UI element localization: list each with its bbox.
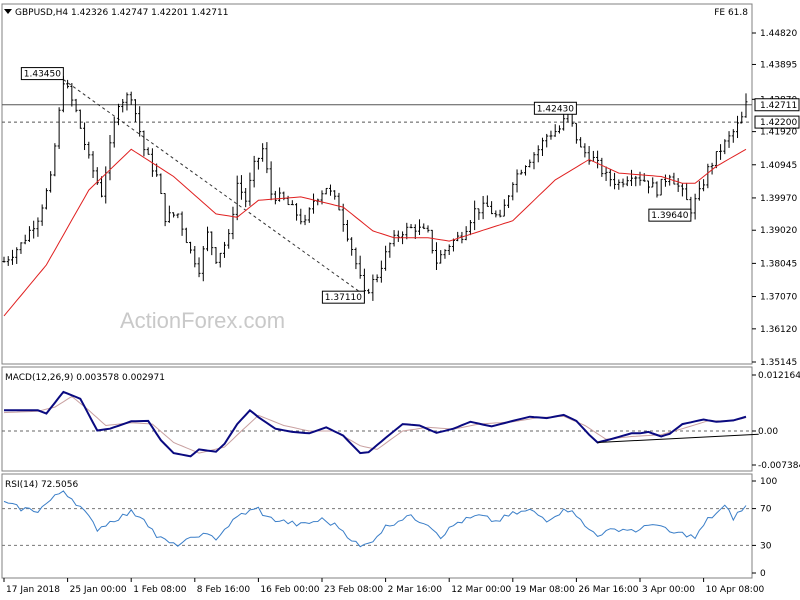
rsi-label: RSI(14) 72.5056 — [5, 480, 78, 490]
rsi-tick-label: 70 — [760, 505, 772, 515]
price-tick-label: 1.44820 — [760, 29, 797, 39]
price-chart: 1.43450 1.37110 1.42430 1.39640 — [2, 67, 752, 317]
rsi-line — [3, 490, 747, 548]
time-tick-label: 19 Mar 08:00 — [515, 585, 575, 595]
macd-tick-label: -0.007384 — [758, 461, 800, 471]
rsi-tick-label: 100 — [760, 477, 777, 487]
last-price-tag: 1.42711 — [760, 101, 797, 111]
time-tick-label: 16 Feb 00:00 — [260, 585, 319, 595]
rsi-panel[interactable] — [1, 473, 753, 579]
macd-line — [4, 390, 747, 458]
macd-chart — [2, 390, 759, 458]
macd-label: MACD(12,26,9) 0.003578 0.002971 — [5, 373, 165, 383]
price-tick-label: 1.39020 — [760, 226, 797, 236]
macd-support-line — [597, 433, 759, 444]
trend-line — [63, 79, 365, 296]
time-tick-label: 12 Mar 00:00 — [451, 585, 511, 595]
annotation-label: 1.39640 — [651, 211, 688, 221]
price-tick-label: 1.39970 — [760, 194, 797, 204]
rsi-tick-label: 0 — [760, 569, 766, 579]
rsi-chart — [2, 490, 752, 548]
time-tick-label: 10 Apr 08:00 — [706, 585, 765, 595]
price-panel[interactable] — [1, 3, 753, 365]
price-tick-label: 1.40945 — [760, 161, 797, 171]
rsi-tick-label: 30 — [760, 541, 772, 551]
symbol-dropdown-icon[interactable] — [4, 9, 12, 14]
price-tick-label: 1.35145 — [760, 358, 797, 368]
price-tick-label: 1.36120 — [760, 325, 797, 335]
time-tick-label: 23 Feb 08:00 — [324, 585, 383, 595]
annotation-box — [648, 208, 692, 222]
fe-level-tag-box — [754, 115, 800, 129]
macd-signal-line — [3, 395, 747, 454]
annotation-box — [20, 67, 64, 81]
time-tick-label: 3 Apr 00:00 — [642, 585, 695, 595]
macd-tick-label: 0.00 — [758, 427, 778, 437]
time-tick-label: 8 Feb 16:00 — [197, 585, 251, 595]
fe-label: FE 61.8 — [714, 8, 748, 18]
symbol-info: GBPUSD,H4 1.42326 1.42747 1.42201 1.4271… — [15, 8, 228, 18]
time-tick-label: 2 Mar 16:00 — [388, 585, 443, 595]
time-tick-label: 1 Feb 08:00 — [133, 585, 187, 595]
time-tick-label: 26 Mar 16:00 — [578, 585, 638, 595]
annotation-box — [321, 290, 365, 304]
annotation-label: 1.43450 — [24, 70, 61, 80]
price-tick-label: 1.41920 — [760, 128, 797, 138]
fe-level-tag: 1.42200 — [760, 118, 797, 128]
moving-average-line — [3, 148, 747, 317]
macd-tick-label: 0.012164 — [758, 371, 800, 381]
axes: 1.448201.438951.428701.419201.409451.399… — [3, 29, 800, 595]
time-tick-label: 17 Jan 2018 — [6, 585, 60, 595]
price-tick-label: 1.37070 — [760, 293, 797, 303]
annotation-label: 1.37110 — [325, 293, 362, 303]
time-tick-label: 25 Jan 00:00 — [70, 585, 127, 595]
last-price-tag-box — [754, 98, 800, 112]
price-tick-label: 1.38045 — [760, 259, 797, 269]
price-tick-label: 1.43895 — [760, 60, 797, 70]
macd-panel[interactable] — [1, 366, 753, 472]
watermark: ActionForex.com — [120, 308, 285, 333]
annotation-box — [533, 101, 577, 115]
annotation-label: 1.42430 — [537, 104, 574, 114]
